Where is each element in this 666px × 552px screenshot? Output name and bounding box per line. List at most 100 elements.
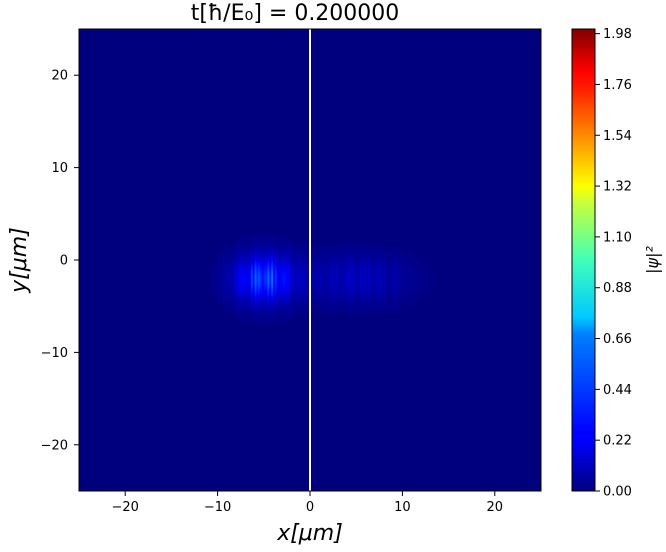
- heatmap-cell: [319, 304, 322, 308]
- heatmap-cell: [282, 281, 285, 284]
- heatmap-cell: [234, 295, 237, 298]
- heatmap-cell: [285, 315, 289, 319]
- heatmap-cell: [213, 276, 217, 280]
- heatmap-cell: [271, 281, 274, 284]
- heatmap-cell: [337, 276, 340, 280]
- heatmap-cell: [391, 248, 394, 252]
- heatmap-cell: [376, 251, 379, 254]
- heatmap-cell: [311, 244, 315, 247]
- heatmap-cell: [261, 311, 265, 314]
- heatmap-cell: [315, 281, 318, 284]
- heatmap-cell: [256, 278, 259, 282]
- heatmap-cell: [252, 302, 255, 305]
- heatmap-cell: [217, 274, 220, 278]
- heatmap-cell: [256, 283, 259, 287]
- heatmap-cell: [215, 267, 218, 271]
- heatmap-cell: [284, 315, 287, 319]
- heatmap-cell: [245, 239, 248, 243]
- heatmap-cell: [252, 237, 255, 241]
- heatmap-cell: [383, 295, 387, 298]
- heatmap-cell: [406, 292, 409, 296]
- heatmap-cell: [383, 292, 387, 296]
- heatmap-cell: [341, 295, 344, 298]
- heatmap-cell: [376, 290, 379, 294]
- heatmap-cell: [258, 258, 261, 261]
- y-tick-label: −20: [41, 438, 68, 453]
- heatmap-cell: [317, 302, 320, 305]
- heatmap-cell: [224, 267, 228, 271]
- heatmap-cell: [321, 248, 324, 252]
- heatmap-cell: [297, 302, 300, 305]
- heatmap-cell: [289, 251, 292, 254]
- heatmap-cell: [334, 295, 337, 298]
- heatmap-cell: [300, 292, 304, 296]
- heatmap-cell: [376, 281, 379, 284]
- heatmap-cell: [319, 306, 322, 310]
- heatmap-cell: [370, 260, 374, 264]
- heatmap-cell: [236, 283, 239, 287]
- heatmap-cell: [387, 295, 390, 298]
- heatmap-cell: [356, 306, 359, 310]
- heatmap-cell: [263, 269, 267, 273]
- heatmap-cell: [356, 248, 359, 252]
- heatmap-cell: [326, 267, 329, 271]
- heatmap-cell: [261, 292, 265, 296]
- heatmap-cell: [382, 253, 385, 257]
- heatmap-cell: [393, 265, 396, 268]
- heatmap-cell: [391, 290, 394, 294]
- heatmap-cell: [245, 283, 248, 287]
- heatmap-cell: [322, 248, 326, 252]
- heatmap-cell: [376, 255, 379, 259]
- heatmap-cell: [311, 292, 315, 296]
- heatmap-cell: [335, 260, 339, 264]
- heatmap-cell: [261, 258, 265, 261]
- heatmap-cell: [396, 251, 400, 254]
- heatmap-cell: [285, 290, 289, 294]
- heatmap-cell: [278, 262, 281, 266]
- heatmap-cell: [310, 269, 313, 273]
- heatmap-cell: [239, 274, 243, 278]
- heatmap-cell: [328, 265, 331, 268]
- heatmap-cell: [273, 311, 276, 314]
- heatmap-cell: [337, 274, 340, 278]
- heatmap-cell: [350, 295, 353, 298]
- heatmap-cell: [332, 306, 335, 310]
- heatmap-cell: [241, 311, 244, 314]
- heatmap-cell: [313, 297, 316, 301]
- heatmap-cell: [278, 306, 281, 310]
- heatmap-cell: [249, 262, 252, 266]
- heatmap-cell: [237, 255, 241, 259]
- heatmap-cell: [228, 290, 231, 294]
- heatmap-cell: [396, 258, 400, 261]
- heatmap-cell: [356, 297, 359, 301]
- heatmap-cell: [232, 269, 235, 273]
- heatmap-cell: [254, 297, 257, 301]
- heatmap-cell: [280, 253, 283, 257]
- heatmap-cell: [274, 292, 278, 296]
- heatmap-cell: [287, 237, 291, 241]
- heatmap-cell: [250, 297, 254, 301]
- heatmap-cell: [370, 283, 374, 287]
- heatmap-cell: [330, 285, 333, 289]
- heatmap-cell: [337, 288, 340, 291]
- heatmap-cell: [234, 258, 237, 261]
- heatmap-cell: [372, 297, 376, 301]
- heatmap-cell: [239, 265, 243, 268]
- heatmap-cell: [287, 299, 291, 303]
- heatmap-cell: [219, 302, 222, 305]
- heatmap-cell: [252, 285, 255, 289]
- heatmap-cell: [258, 244, 261, 247]
- heatmap-cell: [407, 276, 411, 280]
- heatmap-cell: [254, 285, 257, 289]
- heatmap-cell: [369, 299, 372, 303]
- heatmap-cell: [361, 276, 364, 280]
- heatmap-cell: [304, 262, 307, 266]
- heatmap-cell: [250, 306, 254, 310]
- heatmap-cell: [223, 251, 226, 254]
- heatmap-cell: [287, 311, 291, 314]
- heatmap-cell: [280, 237, 283, 241]
- heatmap-cell: [354, 283, 357, 287]
- heatmap-cell: [250, 318, 254, 321]
- heatmap-cell: [247, 251, 250, 254]
- heatmap-cell: [291, 246, 294, 250]
